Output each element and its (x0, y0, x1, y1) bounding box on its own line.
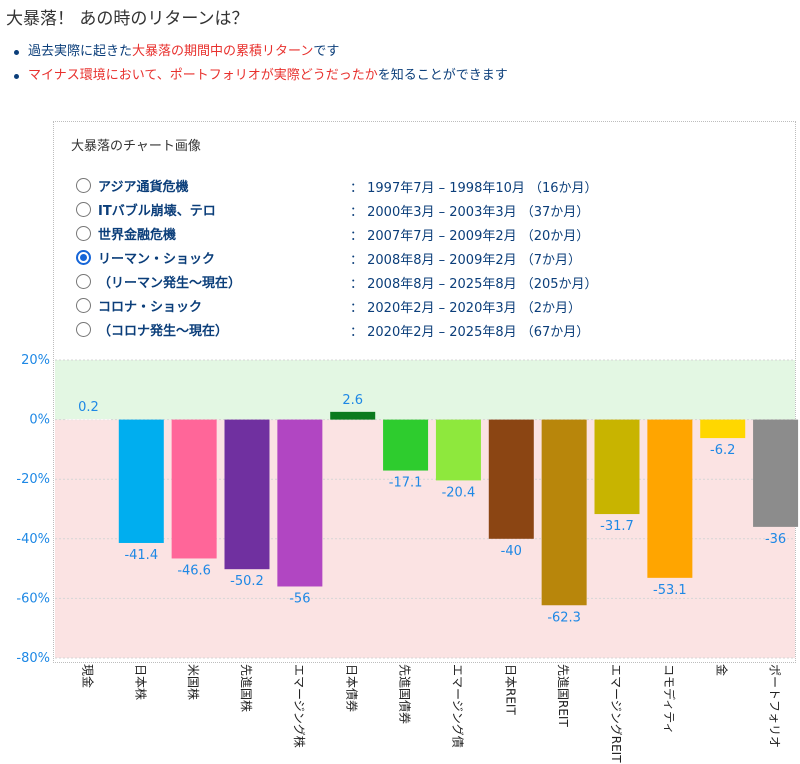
data-label: -31.7 (600, 519, 634, 534)
crash-option[interactable]: ITバブル崩壊、テロ ： 2000年3月 – 2003年3月 （37か月） (76, 198, 589, 220)
crash-option-period: ： 2000年3月 – 2003年3月 （37か月） (350, 205, 590, 220)
bar (753, 419, 799, 527)
x-tick-label: 現金 (80, 664, 95, 688)
crash-option-label[interactable]: ITバブル崩壊、テロ (98, 203, 216, 219)
data-label: -17.1 (389, 476, 423, 491)
panel-title: 大暴落のチャート画像 (71, 139, 201, 154)
crash-option-period: ： 2008年8月 – 2009年2月 （7か月） (350, 253, 582, 268)
y-tick-label: -80% (16, 651, 50, 666)
crash-option[interactable]: （コロナ発生～現在） ： 2020年2月 – 2025年8月 （67か月） (76, 318, 589, 340)
crash-option-period: ： 2020年2月 – 2025年8月 （67か月） (350, 325, 590, 340)
bar (171, 419, 217, 559)
crash-option-label[interactable]: リーマン・ショック (98, 251, 216, 267)
description-highlight: 大暴落の期間中の累積リターン (132, 44, 314, 59)
data-label: -20.4 (442, 485, 476, 500)
data-label: 0.2 (78, 400, 99, 415)
x-tick-label: 日本REIT (503, 664, 517, 715)
y-tick-label: -60% (16, 591, 50, 606)
y-tick-label: -20% (16, 472, 50, 487)
radio-icon[interactable] (76, 177, 91, 193)
y-tick-label: 20% (21, 353, 50, 368)
description-text: を知ることができます (377, 68, 508, 83)
data-label: -36 (765, 532, 786, 547)
crash-option-period: ： 2007年7月 – 2009年2月 （20か月） (350, 229, 590, 244)
radio-icon[interactable] (76, 225, 91, 241)
returns-bar-chart: 20% 0% -20% -40% -60% -80% 0.2 現金 -41.4 日本株 -46.6 米… (16, 353, 799, 763)
data-label: -6.2 (710, 443, 735, 458)
data-label: -41.4 (124, 548, 158, 563)
crash-option-period: ： 1997年7月 – 1998年10月 （16か月） (350, 181, 598, 196)
description-item-1: 過去実際に起きた 大暴落の期間中の累積リターン です (14, 40, 508, 64)
radio-selected-icon[interactable] (76, 249, 91, 265)
radio-icon[interactable] (76, 321, 91, 337)
crash-option-label[interactable]: （コロナ発生～現在） (98, 323, 229, 339)
data-label: -56 (289, 591, 310, 606)
bullet-icon (14, 73, 19, 79)
description-text: 過去実際に起きた (28, 44, 133, 59)
positive-band (55, 360, 795, 420)
crash-option-period: ： 2008年8月 – 2025年8月 （205か月） (350, 277, 598, 292)
data-label: -50.2 (230, 574, 264, 589)
bar (647, 419, 693, 578)
x-tick-label: 米国株 (186, 664, 201, 700)
data-label: -53.1 (653, 583, 687, 598)
crash-option-period: ： 2020年2月 – 2020年3月 （2か月） (350, 301, 582, 316)
radio-icon[interactable] (76, 297, 91, 313)
crash-option[interactable]: （リーマン発生～現在） ： 2008年8月 – 2025年8月 （205か月） (76, 270, 598, 292)
description-list: 過去実際に起きた 大暴落の期間中の累積リターン です マイナス環境において、ポートフ… (14, 40, 508, 88)
y-tick-label: -40% (16, 532, 50, 547)
description-highlight: マイナス環境において、ポートフォリオが実際どうだったか (28, 68, 378, 83)
crash-option-label[interactable]: アジア通貨危機 (98, 179, 189, 195)
radio-icon[interactable] (76, 273, 91, 289)
bar (700, 419, 746, 439)
crash-option[interactable]: アジア通貨危機 ： 1997年7月 – 1998年10月 （16か月） (76, 174, 598, 196)
radio-icon[interactable] (76, 201, 91, 217)
data-label: -62.3 (547, 610, 581, 625)
x-tick-label: 先進国株 (239, 664, 254, 712)
x-tick-label: 日本債券 (345, 664, 360, 712)
x-tick-label: エマージング株 (292, 664, 307, 748)
x-tick-label: 先進国REIT (556, 664, 570, 727)
data-label: 2.6 (342, 393, 363, 408)
x-tick-label: エマージングREIT (609, 664, 623, 763)
chart-panel (53, 121, 796, 663)
bar (330, 411, 376, 420)
x-tick-label: 先進国債券 (398, 664, 413, 724)
x-tick-label: ポートフォリオ (768, 664, 782, 748)
data-label: -46.6 (177, 563, 211, 578)
bar (435, 419, 481, 481)
bar (224, 419, 270, 570)
x-tick-label: エマージング債 (450, 664, 465, 748)
crash-option[interactable]: コロナ・ショック ： 2020年2月 – 2020年3月 （2か月） (76, 294, 581, 316)
x-tick-label: コモディティ (662, 664, 677, 734)
bar (488, 419, 534, 539)
bullet-icon (14, 49, 19, 55)
bar (65, 419, 111, 420)
page-title: 大暴落！ あの時のリターンは？ (6, 9, 249, 29)
bar (594, 419, 640, 515)
crash-option[interactable]: 世界金融危機 ： 2007年7月 – 2009年2月 （20か月） (76, 222, 589, 244)
x-tick-label: 金 (715, 664, 730, 676)
description-item-2: マイナス環境において、ポートフォリオが実際どうだったか を知ることができます (14, 64, 508, 88)
bar (277, 419, 323, 587)
crash-option-label[interactable]: コロナ・ショック (98, 299, 203, 315)
x-tick-label: 日本株 (133, 664, 148, 700)
description-text: です (313, 44, 340, 59)
bar (541, 419, 587, 606)
data-label: -40 (501, 544, 522, 559)
y-tick-label: 0% (29, 413, 50, 428)
crash-option-label[interactable]: 世界金融危機 (98, 227, 177, 243)
crash-option[interactable]: リーマン・ショック ： 2008年8月 – 2009年2月 （7か月） (76, 246, 581, 268)
bar (118, 419, 164, 543)
crash-option-label[interactable]: （リーマン発生～現在） (98, 275, 242, 291)
bar (383, 419, 429, 471)
